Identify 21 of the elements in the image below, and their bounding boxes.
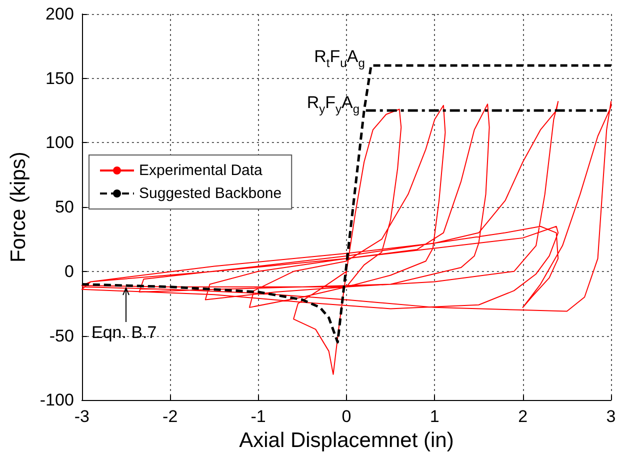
x-tick-label: 2	[518, 407, 528, 426]
y-tick-label: 200	[46, 4, 74, 24]
x-tick-label: -2	[162, 407, 178, 426]
y-tick-label: -100	[40, 390, 74, 410]
y-axis-title: Force (kips)	[7, 152, 30, 262]
legend-label: Experimental Data	[139, 162, 264, 179]
y-tick-label: 0	[64, 262, 74, 281]
x-tick-label: -3	[74, 407, 90, 426]
y-tick-label: -50	[49, 326, 74, 346]
x-axis-title: Axial Displacemnet (in)	[239, 429, 454, 452]
annotation: R$_{y}$F$_{y}$A$_{g}$	[306, 92, 360, 116]
y-tick-label: 100	[46, 133, 74, 152]
y-tick-label: 150	[46, 68, 74, 88]
legend-label: Suggested Backbone	[139, 185, 282, 202]
x-tick-label: -1	[250, 407, 266, 426]
annotation: Eqn. B.7	[92, 323, 157, 342]
x-tick-label: 0	[342, 407, 352, 426]
x-tick-label: 1	[430, 407, 440, 426]
annotation: R$_{t}$F$_{u}$A$_{g}$	[314, 47, 365, 70]
y-tick-label: 50	[55, 198, 74, 217]
x-tick-label: 3	[606, 407, 616, 426]
